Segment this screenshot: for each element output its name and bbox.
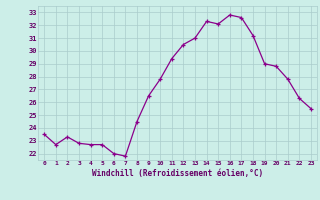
X-axis label: Windchill (Refroidissement éolien,°C): Windchill (Refroidissement éolien,°C) (92, 169, 263, 178)
